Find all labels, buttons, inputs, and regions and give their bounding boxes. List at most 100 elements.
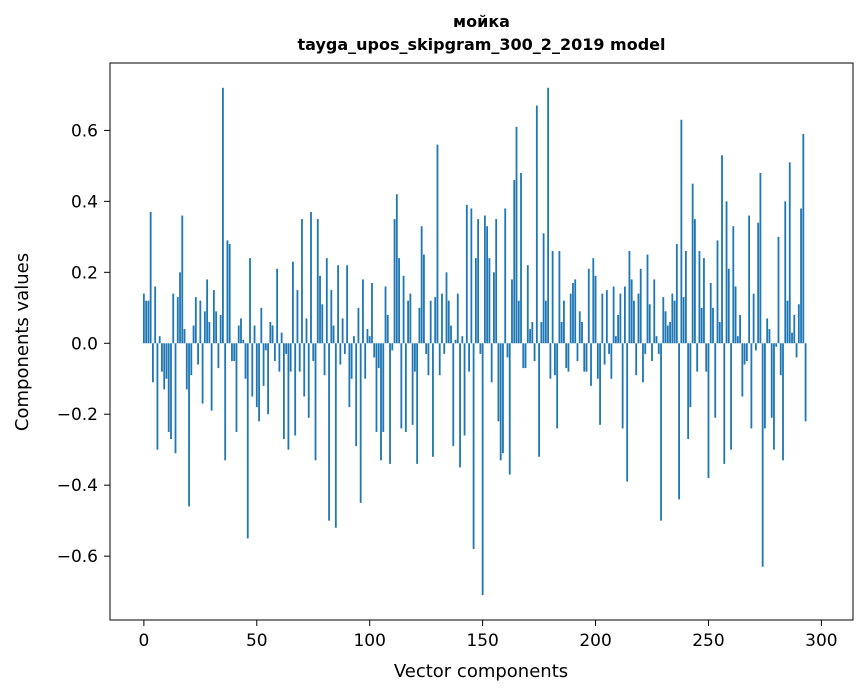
bar-component-64	[287, 343, 290, 450]
bar-component-122	[418, 307, 421, 344]
bar-component-85	[334, 343, 337, 528]
y-tick-label: −0.4	[57, 476, 98, 496]
bar-component-275	[764, 343, 766, 429]
bar-component-130	[436, 144, 439, 344]
bar-component-72	[305, 318, 308, 344]
bar-component-264	[739, 314, 741, 344]
bar-component-112	[395, 194, 398, 344]
bar-component-13	[172, 293, 175, 344]
bar-component-22	[192, 325, 195, 344]
bar-component-213	[624, 286, 626, 344]
bar-component-121	[416, 343, 419, 464]
bar-component-187	[565, 343, 568, 369]
bar-component-38	[228, 243, 231, 344]
bar-component-137	[452, 343, 455, 447]
bar-component-278	[770, 343, 773, 418]
bar-component-12	[170, 343, 172, 440]
bar-component-231	[664, 311, 667, 344]
bar-component-273	[759, 172, 762, 344]
bar-component-31	[212, 290, 215, 344]
x-axis-label: Vector components	[394, 661, 568, 682]
bar-component-127	[429, 300, 432, 344]
bar-component-163	[511, 279, 513, 344]
bar-component-186	[563, 300, 565, 344]
bar-component-272	[757, 222, 760, 344]
bar-component-262	[734, 286, 737, 344]
bar-component-144	[468, 343, 470, 372]
bar-component-33	[217, 343, 220, 369]
bar-component-86	[337, 265, 339, 344]
bar-component-166	[517, 300, 520, 344]
bar-component-97	[362, 279, 364, 344]
bar-component-206	[608, 343, 610, 354]
chart-title: мойка	[453, 12, 510, 31]
bar-component-20	[188, 343, 190, 507]
bar-component-92	[350, 343, 353, 379]
bar-component-216	[630, 279, 633, 344]
bar-component-223	[646, 254, 649, 344]
bar-component-1	[145, 300, 148, 344]
bar-component-114	[400, 343, 403, 429]
bar-component-288	[793, 314, 796, 344]
bar-component-43	[240, 318, 242, 344]
bar-component-71	[303, 343, 306, 397]
bar-component-227	[655, 336, 658, 344]
bar-component-46	[246, 343, 249, 539]
bar-component-29	[208, 321, 211, 344]
bar-component-36	[224, 343, 227, 461]
bar-component-183	[556, 343, 559, 429]
bar-component-261	[732, 226, 735, 344]
bar-component-197	[587, 268, 590, 344]
bar-component-235	[673, 300, 676, 344]
bar-component-161	[506, 343, 509, 358]
y-axis-label: Components values	[12, 253, 33, 431]
bar-component-240	[684, 251, 687, 344]
x-tick-label: 250	[692, 631, 724, 651]
y-tick-label: −0.6	[57, 547, 98, 567]
bar-component-69	[298, 343, 301, 372]
bar-component-52	[260, 307, 263, 344]
bar-component-9	[163, 343, 166, 390]
bar-component-21	[190, 343, 193, 376]
bar-component-79	[321, 304, 324, 344]
bar-component-26	[201, 343, 204, 404]
bar-component-224	[648, 304, 651, 344]
bar-component-225	[651, 343, 653, 362]
bar-component-253	[714, 343, 717, 418]
bar-component-125	[425, 343, 428, 354]
bar-component-208	[612, 286, 615, 344]
bar-component-279	[773, 343, 775, 450]
bar-component-165	[515, 126, 518, 344]
bar-component-101	[371, 282, 373, 344]
bar-component-50	[255, 343, 258, 408]
bar-component-110	[391, 343, 394, 351]
x-tick-label: 100	[353, 631, 385, 651]
bar-component-173	[533, 343, 536, 362]
bar-component-143	[465, 204, 468, 344]
bar-component-55	[267, 343, 269, 415]
bar-component-94	[355, 343, 358, 447]
bar-component-133	[443, 343, 446, 354]
bar-component-109	[389, 343, 391, 464]
bar-component-195	[583, 343, 586, 372]
bar-component-211	[619, 293, 622, 344]
bar-component-175	[538, 343, 540, 457]
bar-component-277	[768, 329, 771, 344]
bar-component-39	[231, 343, 233, 362]
bar-component-102	[373, 343, 376, 358]
bar-component-215	[628, 251, 631, 344]
bar-component-214	[626, 343, 629, 482]
bar-component-237	[678, 343, 681, 500]
bar-component-180	[549, 343, 552, 379]
bar-component-210	[617, 314, 620, 344]
bar-component-212	[621, 343, 624, 429]
bar-component-207	[610, 343, 613, 379]
bar-component-61	[280, 332, 283, 344]
bar-component-134	[445, 272, 448, 344]
bar-component-87	[339, 343, 342, 365]
bar-component-245	[696, 343, 699, 372]
plot-frame	[109, 62, 854, 621]
bar-component-59	[276, 268, 279, 344]
bar-component-291	[800, 208, 802, 344]
bar-component-265	[741, 343, 744, 397]
